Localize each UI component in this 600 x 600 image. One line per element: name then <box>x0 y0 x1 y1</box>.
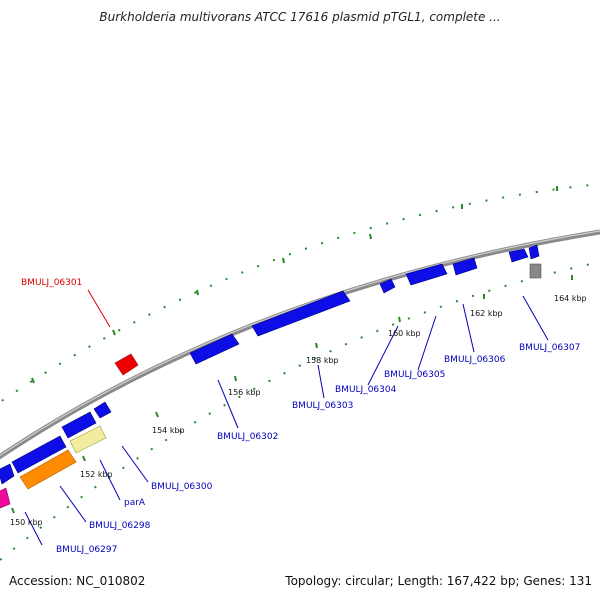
gene-bmulj-06300-blue[interactable] <box>61 411 97 439</box>
accession-text: Accession: NC_010802 <box>9 574 146 588</box>
gene-left-edge[interactable] <box>0 463 15 485</box>
tick-labels: 150 kbp 152 kbp 154 kbp 156 kbp 158 kbp … <box>10 294 587 527</box>
gene-bmulj-06298[interactable] <box>19 449 77 490</box>
reverse-strand-genes <box>0 263 542 509</box>
gene-bmulj-06304[interactable] <box>379 278 396 294</box>
tick-label-154: 154 kbp <box>152 426 185 435</box>
label-para[interactable]: parA <box>124 498 146 508</box>
topology-summary: Topology: circular; Length: 167,422 bp; … <box>285 574 592 588</box>
tick-label-150: 150 kbp <box>10 518 43 527</box>
label-bmulj-06306[interactable]: BMULJ_06306 <box>444 355 506 365</box>
label-bmulj-06301[interactable]: BMULJ_06301 <box>21 278 82 288</box>
gene-small-blue[interactable] <box>93 401 112 419</box>
inner-major-ticks <box>11 275 573 514</box>
gene-bmulj-06307b[interactable] <box>528 244 540 260</box>
forward-strand-genes <box>114 244 540 376</box>
label-bmulj-06300[interactable]: BMULJ_06300 <box>151 482 213 492</box>
tick-label-158: 158 kbp <box>306 356 339 365</box>
gene-bmulj-06301[interactable] <box>114 353 139 376</box>
plasmid-backbone-highlight <box>0 230 600 457</box>
gene-magenta[interactable] <box>0 487 11 509</box>
tick-label-160: 160 kbp <box>388 329 421 338</box>
tick-label-162: 162 kbp <box>470 309 503 318</box>
map-title: Burkholderia multivorans ATCC 17616 plas… <box>99 10 501 24</box>
gene-bmulj-06305[interactable] <box>405 263 448 286</box>
gene-bmulj-06297-blue[interactable] <box>11 435 67 474</box>
plasmid-backbone <box>0 229 600 460</box>
gene-bmulj-06306[interactable] <box>452 257 478 276</box>
gene-bmulj-06307a[interactable] <box>508 248 529 263</box>
gene-bmulj-06302[interactable] <box>189 333 240 365</box>
gene-para[interactable] <box>69 425 107 454</box>
label-bmulj-06305[interactable]: BMULJ_06305 <box>384 370 445 380</box>
label-bmulj-06298[interactable]: BMULJ_06298 <box>89 521 151 531</box>
tick-label-156: 156 kbp <box>228 388 261 397</box>
gene-bmulj-06303[interactable] <box>251 290 351 337</box>
gene-labels: BMULJ_06297 BMULJ_06298 parA BMULJ_06300… <box>21 278 580 555</box>
gene-gray[interactable] <box>529 263 542 279</box>
outer-major-ticks <box>31 186 558 384</box>
label-bmulj-06303[interactable]: BMULJ_06303 <box>292 401 353 411</box>
callout-lines <box>24 295 549 546</box>
tick-label-152: 152 kbp <box>80 470 113 479</box>
label-bmulj-06304[interactable]: BMULJ_06304 <box>335 385 397 395</box>
label-bmulj-06307[interactable]: BMULJ_06307 <box>519 343 580 353</box>
tick-label-164: 164 kbp <box>554 294 587 303</box>
label-bmulj-06297[interactable]: BMULJ_06297 <box>56 545 117 555</box>
callout-line-bmulj-06301 <box>87 289 111 328</box>
label-bmulj-06302[interactable]: BMULJ_06302 <box>217 432 278 442</box>
